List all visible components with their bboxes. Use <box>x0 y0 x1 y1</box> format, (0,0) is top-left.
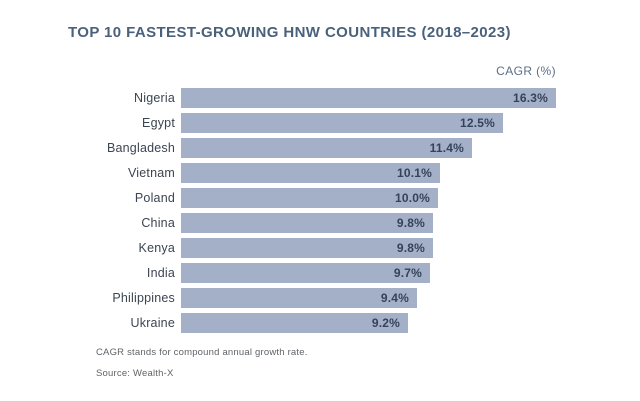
value-label: 9.7% <box>393 266 422 280</box>
chart-row: Egypt 12.5% <box>0 113 640 133</box>
country-label: Nigeria <box>134 91 175 105</box>
value-label: 11.4% <box>429 141 464 155</box>
country-label: Vietnam <box>127 166 175 180</box>
bar-chart: Nigeria 16.3% Egypt 12.5% Bangladesh 11.4% Vie… <box>0 88 640 338</box>
country-label: Bangladesh <box>106 141 175 155</box>
country-label: Poland <box>134 191 175 205</box>
footnote-cagr-definition: CAGR stands for compound annual growth r… <box>96 347 308 358</box>
footnote-source: Source: Wealth-X <box>96 368 174 379</box>
footnotes: CAGR stands for compound annual growth r… <box>96 347 308 389</box>
bar: 9.7% <box>181 263 430 283</box>
bar: 9.8% <box>181 238 433 258</box>
country-label: Philippines <box>112 291 175 305</box>
chart-row: Philippines 9.4% <box>0 288 640 308</box>
country-label: Egypt <box>142 116 175 130</box>
country-label: Ukraine <box>130 316 175 330</box>
value-label: 10.1% <box>396 166 432 180</box>
chart-row: Bangladesh 11.4% <box>0 138 640 158</box>
bar: 11.4% <box>181 138 472 158</box>
value-label: 9.2% <box>371 316 400 330</box>
value-label: 16.3% <box>512 91 548 105</box>
country-label: Kenya <box>138 241 175 255</box>
value-label: 9.4% <box>380 291 409 305</box>
bar: 9.4% <box>181 288 417 308</box>
chart-row: Ukraine 9.2% <box>0 313 640 333</box>
country-label: India <box>146 266 175 280</box>
value-label: 9.8% <box>396 216 425 230</box>
value-label: 9.8% <box>396 241 425 255</box>
bar: 12.5% <box>181 113 503 133</box>
bar: 16.3% <box>181 88 556 108</box>
value-label: 10.0% <box>394 191 430 205</box>
cagr-axis-label: CAGR (%) <box>496 64 556 78</box>
bar: 10.0% <box>181 188 438 208</box>
chart-row: Kenya 9.8% <box>0 238 640 258</box>
bar: 9.8% <box>181 213 433 233</box>
page-title: TOP 10 FASTEST-GROWING HNW COUNTRIES (20… <box>68 24 511 41</box>
bar: 10.1% <box>181 163 440 183</box>
chart-row: India 9.7% <box>0 263 640 283</box>
country-label: China <box>141 216 175 230</box>
chart-row: Poland 10.0% <box>0 188 640 208</box>
chart-row: China 9.8% <box>0 213 640 233</box>
bar: 9.2% <box>181 313 408 333</box>
chart-row: Nigeria 16.3% <box>0 88 640 108</box>
chart-row: Vietnam 10.1% <box>0 163 640 183</box>
value-label: 12.5% <box>459 116 495 130</box>
